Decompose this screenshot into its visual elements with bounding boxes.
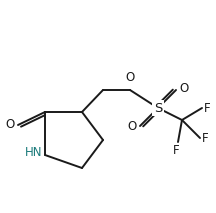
Text: HN: HN [24, 147, 42, 160]
Text: F: F [204, 102, 211, 115]
Text: O: O [128, 121, 137, 134]
Text: F: F [173, 144, 179, 157]
Text: O: O [6, 118, 15, 131]
Text: O: O [179, 82, 188, 95]
Text: F: F [202, 131, 209, 144]
Text: S: S [154, 102, 162, 115]
Text: O: O [125, 71, 135, 84]
